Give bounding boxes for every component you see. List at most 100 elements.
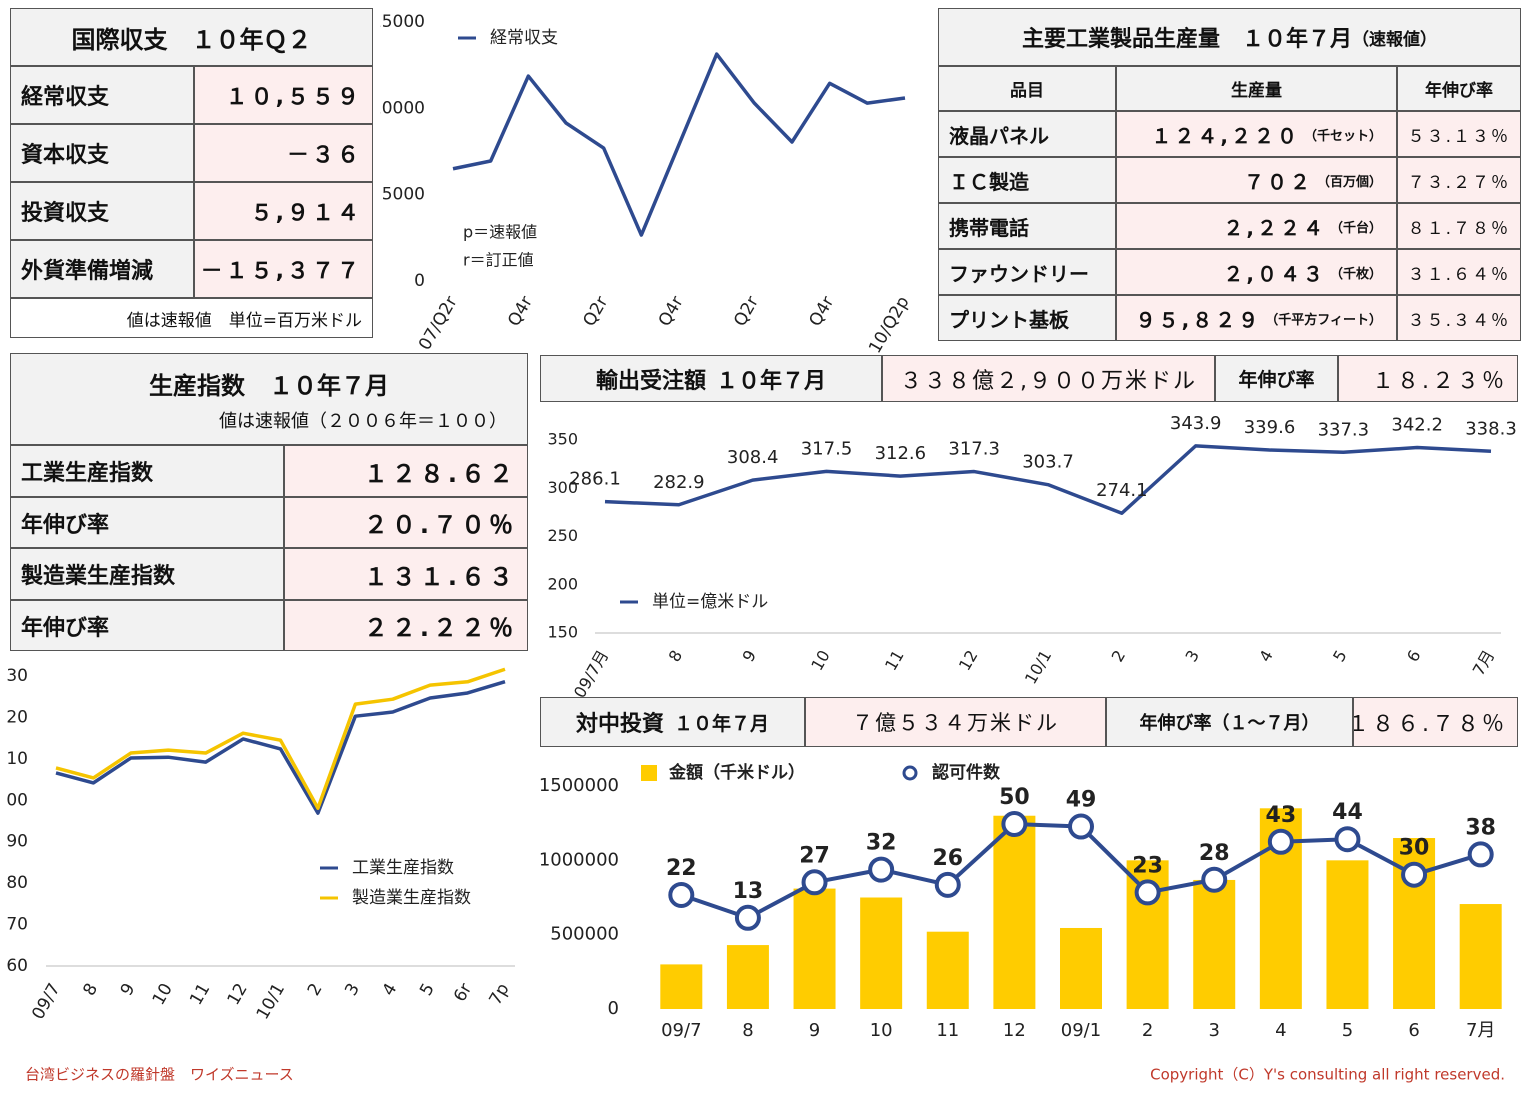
data-label: 338.3 [1465, 418, 1517, 439]
line [604, 444, 1492, 515]
row-amount: ２,０４３ （千枚） [1116, 249, 1397, 295]
amount-unit: （百万個） [1316, 174, 1382, 190]
x-tick-label: 09/7 [28, 980, 64, 1023]
growth: １８６.７８％ [1353, 697, 1518, 747]
marker [734, 904, 761, 931]
y-tick-label: 5000 [382, 185, 425, 205]
row-growth: ３５.３４％ [1397, 295, 1521, 341]
row-amount: １２４,２２０ （千セット） [1116, 111, 1397, 157]
title-text: 生産指数 １０年７月 [149, 371, 389, 400]
bar [1060, 927, 1102, 1009]
legend-label: 認可件数 [932, 762, 1001, 783]
marker [1134, 879, 1161, 906]
x-tick-label: Q2r [730, 293, 763, 330]
row-label: ＩＣ製造 [938, 157, 1116, 203]
legend-label: 工業生産指数 [352, 858, 454, 878]
row-label: 製造業生産指数 [10, 548, 284, 600]
row-amount: ７０２ （百万個） [1116, 157, 1397, 203]
data-label: 43 [1266, 803, 1297, 828]
x-tick-label: Q4r [504, 293, 537, 330]
y-tick-label: 250 [547, 526, 578, 545]
amount-unit: （千セット） [1303, 128, 1382, 144]
data-label: 38 [1465, 815, 1496, 840]
row-amount: ９５,８２９ （千平方フィート） [1116, 295, 1397, 341]
data-label: 308.4 [727, 447, 779, 468]
footer-left: 台湾ビジネスの羅針盤 ワイズニュース [25, 1066, 294, 1084]
bar [1326, 860, 1369, 1009]
row-label: プリント基板 [938, 295, 1116, 341]
column-header: 生産量 [1116, 66, 1397, 111]
row-value: １０,５５９ [194, 66, 373, 124]
legend-label: 金額（千米ドル） [668, 762, 805, 783]
x-tick-label: 12 [224, 980, 252, 1009]
x-tick-label: 8 [742, 1020, 753, 1041]
amount-unit: （千台） [1329, 220, 1382, 236]
table-title: 生産指数 １０年７月 値は速報値（２００６年＝１００） [10, 353, 528, 445]
x-tick-label: 4 [379, 980, 402, 999]
amount: ３３８億２,９００万米ドル [882, 355, 1215, 402]
data-label: 28 [1199, 841, 1230, 866]
data-label: 44 [1332, 800, 1363, 825]
row-value: －３６ [194, 124, 373, 182]
marker [868, 856, 895, 883]
row-amount: ２,２２４ （千台） [1116, 203, 1397, 249]
row-growth: ５３.１３％ [1397, 111, 1521, 157]
x-tick-label: 4 [1255, 647, 1277, 665]
growth-label: 年伸び率 [1215, 355, 1338, 402]
x-tick-label: 9 [117, 980, 140, 999]
x-tick-label: 2 [1142, 1020, 1153, 1041]
data-label: 303.7 [1022, 452, 1074, 473]
x-tick-label: 6 [1408, 1020, 1419, 1041]
x-tick-label: Q4r [655, 293, 688, 330]
row-label: 資本収支 [10, 124, 194, 182]
y-tick-label: 10000 [371, 98, 425, 118]
marker [1267, 828, 1294, 855]
y-tick-label: 500000 [550, 924, 619, 945]
x-tick-label: 5 [1342, 1020, 1353, 1041]
x-tick-label: 11 [186, 980, 214, 1009]
x-tick-label: 12 [955, 647, 982, 674]
marker [1467, 841, 1494, 868]
bar [926, 931, 969, 1009]
y-tick-label: 0 [414, 271, 425, 291]
y-tick-label: 70 [6, 915, 28, 935]
x-tick-label: 11 [936, 1020, 959, 1041]
marker [934, 871, 961, 898]
data-label: 22 [666, 856, 697, 881]
x-tick-label: 3 [341, 980, 364, 999]
row-label: 年伸び率 [10, 600, 284, 651]
data-label: 286.1 [569, 469, 621, 490]
y-tick-label: 300 [547, 478, 578, 497]
x-tick-label: 09/1 [1061, 1020, 1101, 1041]
y-tick-label: 110 [0, 749, 28, 769]
legend-label: 単位=億米ドル [652, 592, 768, 612]
y-tick-label: 0 [608, 998, 619, 1019]
y-tick-label: 350 [547, 430, 578, 449]
line [55, 680, 506, 815]
x-tick-label: 10 [149, 980, 177, 1009]
row-value: １２８.６２ [284, 445, 528, 497]
data-label: 343.9 [1170, 413, 1222, 434]
amount: ７億５３４万米ドル [805, 697, 1106, 747]
amount-value: ２,０４３ [1223, 261, 1326, 286]
x-tick-label: 6 [1403, 647, 1425, 665]
y-tick-label: 120 [0, 707, 28, 727]
y-tick-label: 1500000 [539, 775, 619, 796]
x-tick-label: 10/1 [253, 980, 289, 1023]
y-tick-label: 80 [6, 873, 28, 893]
data-label: 27 [799, 843, 830, 868]
amount-unit: （千枚） [1329, 266, 1382, 282]
column-header: 年伸び率 [1397, 66, 1521, 111]
amount-value: １２４,２２０ [1151, 123, 1300, 148]
marker [801, 869, 828, 896]
marker [1068, 813, 1094, 840]
footer-right: Copyright（C）Y's consulting all right res… [1150, 1066, 1505, 1084]
bar [793, 888, 836, 1009]
row-growth: ７３.２７％ [1397, 157, 1521, 203]
marker [1334, 826, 1361, 853]
data-label: 317.5 [801, 438, 853, 459]
data-label: 274.1 [1096, 480, 1148, 501]
amount-value: ７０２ [1243, 169, 1313, 194]
data-label: 339.6 [1244, 417, 1296, 438]
